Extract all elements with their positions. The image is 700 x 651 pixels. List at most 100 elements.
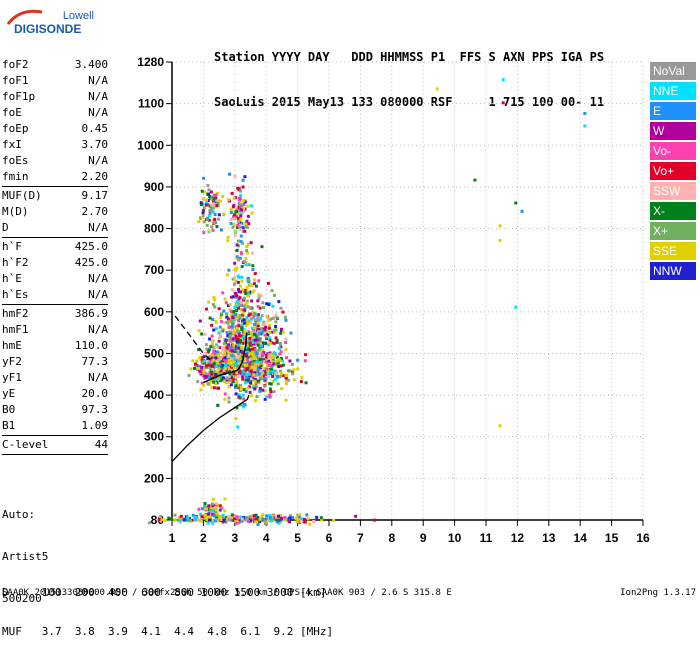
echo-point (231, 378, 235, 382)
echo-point (219, 228, 223, 232)
echo-point (257, 279, 261, 283)
echo-point (254, 385, 258, 389)
echo-point (237, 302, 241, 306)
echo-point (256, 305, 260, 309)
echo-point (233, 229, 237, 233)
echo-point (243, 309, 247, 313)
echo-point (217, 339, 221, 343)
param-value: 3.400 (74, 58, 108, 71)
echo-point (230, 312, 234, 316)
echo-point (298, 513, 302, 517)
echo-point (207, 214, 211, 218)
echo-point (277, 365, 281, 369)
echo-point (158, 516, 162, 520)
echo-point (234, 384, 238, 388)
echo-point (256, 517, 260, 521)
echo-point (212, 356, 216, 360)
echo-point (288, 514, 292, 518)
echo-point (226, 361, 230, 365)
echo-point (251, 268, 255, 272)
echo-point (240, 328, 244, 332)
echo-point (280, 329, 284, 333)
echo-point (249, 307, 253, 311)
y-tick-label: 900 (144, 180, 164, 194)
echo-point (264, 325, 268, 329)
echo-point (241, 364, 245, 368)
param-value: 110.0 (74, 339, 108, 352)
echo-point (221, 348, 225, 352)
echo-point (233, 261, 237, 265)
echo-point (274, 324, 278, 328)
echo-point (248, 341, 252, 345)
y-tick-label: 1000 (137, 138, 164, 152)
echo-point (232, 344, 236, 348)
echo-point (218, 345, 222, 349)
echo-point (275, 359, 279, 363)
param-separator (2, 435, 108, 436)
echo-point (182, 518, 186, 522)
echo-point (233, 350, 237, 354)
isolated-echo-point (354, 514, 358, 518)
echo-point (274, 328, 278, 332)
echo-point (261, 323, 265, 327)
echo-point (256, 299, 260, 303)
echo-point (200, 368, 204, 372)
echo-point (214, 510, 218, 514)
echo-point (248, 282, 252, 286)
param-value: 44 (94, 438, 108, 451)
param-row: hmF1 N/A (2, 322, 108, 338)
y-tick-label: 600 (144, 305, 164, 319)
echo-point (251, 264, 255, 268)
echo-point (250, 299, 254, 303)
param-value: 20.0 (81, 387, 109, 400)
param-label: hmF2 (2, 307, 29, 320)
param-value: 386.9 (74, 307, 108, 320)
echo-point (263, 333, 267, 337)
echo-point (264, 360, 268, 364)
echo-point (274, 336, 278, 340)
echo-point (242, 198, 246, 202)
echo-point (210, 372, 214, 376)
echo-point (209, 206, 213, 210)
echo-point (226, 317, 230, 321)
echo-point (210, 502, 214, 506)
echo-point (231, 349, 235, 353)
param-label: fxI (2, 138, 22, 151)
echo-point (198, 356, 202, 360)
echo-point (224, 338, 228, 342)
echo-point (196, 380, 200, 384)
echo-point (242, 296, 246, 300)
echo-point (247, 263, 251, 267)
echo-point (205, 307, 209, 311)
echo-point (232, 517, 236, 521)
echo-point (222, 369, 226, 373)
echo-point (247, 313, 251, 317)
echo-point (304, 381, 308, 385)
echo-point (258, 318, 262, 322)
echo-point (263, 519, 267, 523)
echo-point (212, 386, 216, 390)
echo-point (251, 385, 255, 389)
echo-point (229, 314, 233, 318)
param-row: h`Es N/A (2, 287, 108, 303)
echo-point (199, 203, 203, 207)
param-label: hmF1 (2, 323, 29, 336)
echo-point (267, 343, 271, 347)
echo-point (227, 518, 231, 522)
echo-point (264, 377, 268, 381)
param-value: 0.45 (81, 122, 109, 135)
echo-point (235, 266, 239, 270)
echo-point (207, 510, 211, 514)
echo-point (253, 272, 257, 276)
echo-point (218, 375, 222, 379)
echo-point (237, 205, 241, 209)
echo-point (227, 400, 231, 404)
param-row: yF1 N/A (2, 370, 108, 386)
echo-point (237, 258, 241, 262)
param-label: M(D) (2, 205, 29, 218)
echo-point (244, 256, 248, 260)
echo-point (236, 211, 240, 215)
echo-point (201, 214, 205, 218)
echo-point (304, 353, 308, 357)
echo-point (229, 222, 233, 226)
